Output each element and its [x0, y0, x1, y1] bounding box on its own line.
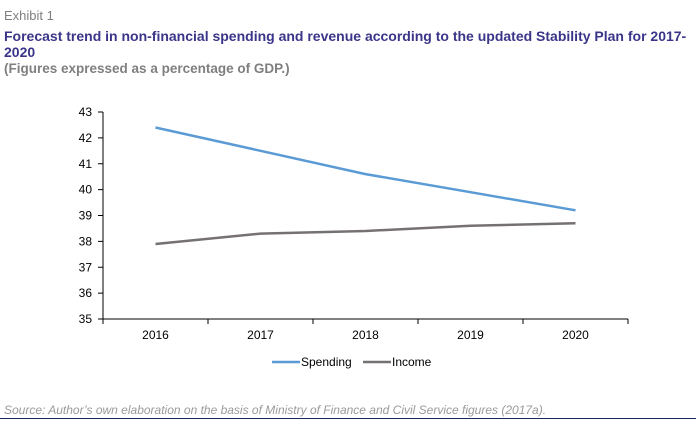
x-tick-label: 2017	[247, 328, 274, 342]
y-tick-label: 40	[79, 183, 93, 197]
y-tick-label: 42	[79, 131, 93, 145]
chart-subtitle: (Figures expressed as a percentage of GD…	[4, 61, 290, 76]
x-tick-label: 2016	[142, 328, 169, 342]
y-tick-label: 36	[79, 286, 93, 300]
y-tick-label: 43	[79, 105, 93, 119]
y-tick-label: 35	[79, 312, 93, 326]
x-tick-label: 2020	[562, 328, 589, 342]
legend-label-spending: Spending	[301, 355, 352, 369]
exhibit-label: Exhibit 1	[4, 8, 54, 23]
source-note: Source: Author’s own elaboration on the …	[4, 403, 547, 417]
y-ticks: 35 36 37 38 39 40 41 42 43	[79, 105, 103, 326]
chart-title: Forecast trend in non-financial spending…	[4, 28, 687, 60]
series-lines	[155, 126, 576, 246]
legend: Spending Income	[272, 355, 432, 369]
y-tick-label: 37	[79, 260, 93, 274]
series-line-income	[155, 222, 576, 246]
x-tick-label: 2018	[352, 328, 379, 342]
y-tick-label: 38	[79, 234, 93, 248]
y-tick-label: 39	[79, 209, 93, 223]
x-tick-label: 2019	[457, 328, 484, 342]
y-tick-label: 41	[79, 157, 93, 171]
x-ticks: 2016 2017 2018 2019 2020	[102, 319, 629, 342]
legend-label-income: Income	[392, 355, 432, 369]
footer-divider	[0, 418, 696, 419]
series-line-spending	[155, 126, 576, 212]
